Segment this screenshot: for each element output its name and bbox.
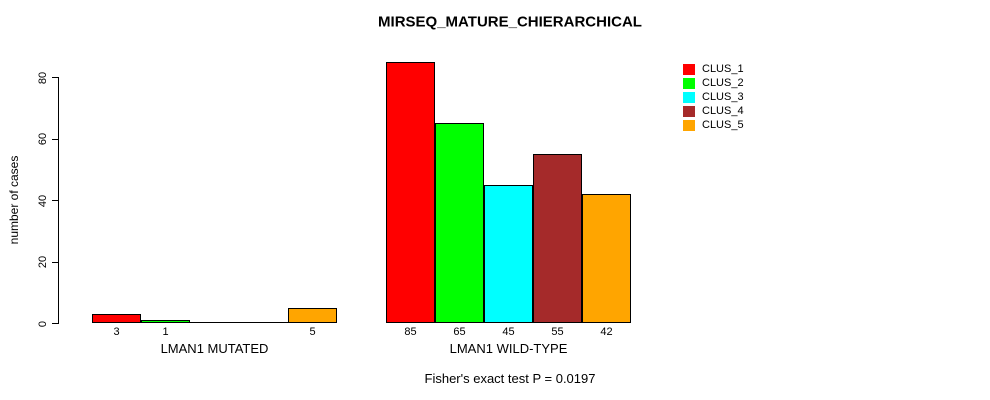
bar-clus_4 (533, 154, 582, 323)
bar-value-label: 42 (600, 326, 613, 338)
bar-value-label: 85 (404, 326, 417, 338)
y-axis-tick (52, 261, 59, 263)
bar-clus_5 (288, 308, 337, 323)
y-axis-tick-label: 20 (37, 255, 49, 269)
legend-swatch-clus_5 (683, 120, 695, 131)
bar-value-label: 65 (453, 326, 466, 338)
bar-value-label: 3 (113, 326, 120, 338)
y-axis-title: number of cases (7, 155, 21, 245)
legend-label: CLUS_3 (702, 91, 744, 103)
legend-label: CLUS_5 (702, 119, 744, 131)
group-label: LMAN1 MUTATED (160, 341, 269, 356)
bar-clus_3 (484, 185, 533, 323)
legend-label: CLUS_4 (702, 105, 744, 117)
bar-clus_5 (582, 194, 631, 323)
bar-clus_3-zero (190, 322, 239, 323)
legend-swatch-clus_4 (683, 106, 695, 117)
bar-value-label: 45 (502, 326, 515, 338)
bar-value-label: 5 (309, 326, 316, 338)
y-axis-tick (52, 323, 59, 324)
chart-title: MIRSEQ_MATURE_CHIERARCHICAL (378, 13, 642, 31)
y-axis-tick (52, 77, 59, 78)
legend-label: CLUS_2 (702, 77, 744, 89)
legend-label: CLUS_1 (702, 63, 744, 75)
y-axis-tick (52, 138, 59, 140)
y-axis-tick-label: 40 (37, 194, 49, 207)
group-label: LMAN1 WILD-TYPE (449, 341, 568, 356)
bar-clus_2 (435, 123, 484, 323)
bar-value-label: 1 (162, 326, 169, 338)
bar-value-label: 55 (551, 326, 564, 338)
y-axis-tick (52, 200, 59, 201)
legend-swatch-clus_2 (683, 78, 695, 89)
legend-swatch-clus_1 (683, 64, 695, 75)
bar-clus_2 (141, 320, 190, 323)
y-axis-tick-label: 0 (37, 320, 49, 327)
fisher-test-annotation: Fisher's exact test P = 0.0197 (424, 371, 596, 386)
bar-clus_1 (386, 62, 435, 323)
legend-swatch-clus_3 (683, 92, 695, 103)
bar-clus_4-zero (239, 322, 288, 323)
y-axis-tick-label: 80 (37, 71, 49, 84)
y-axis-tick-label: 60 (37, 132, 49, 146)
bar-clus_1 (92, 314, 141, 323)
